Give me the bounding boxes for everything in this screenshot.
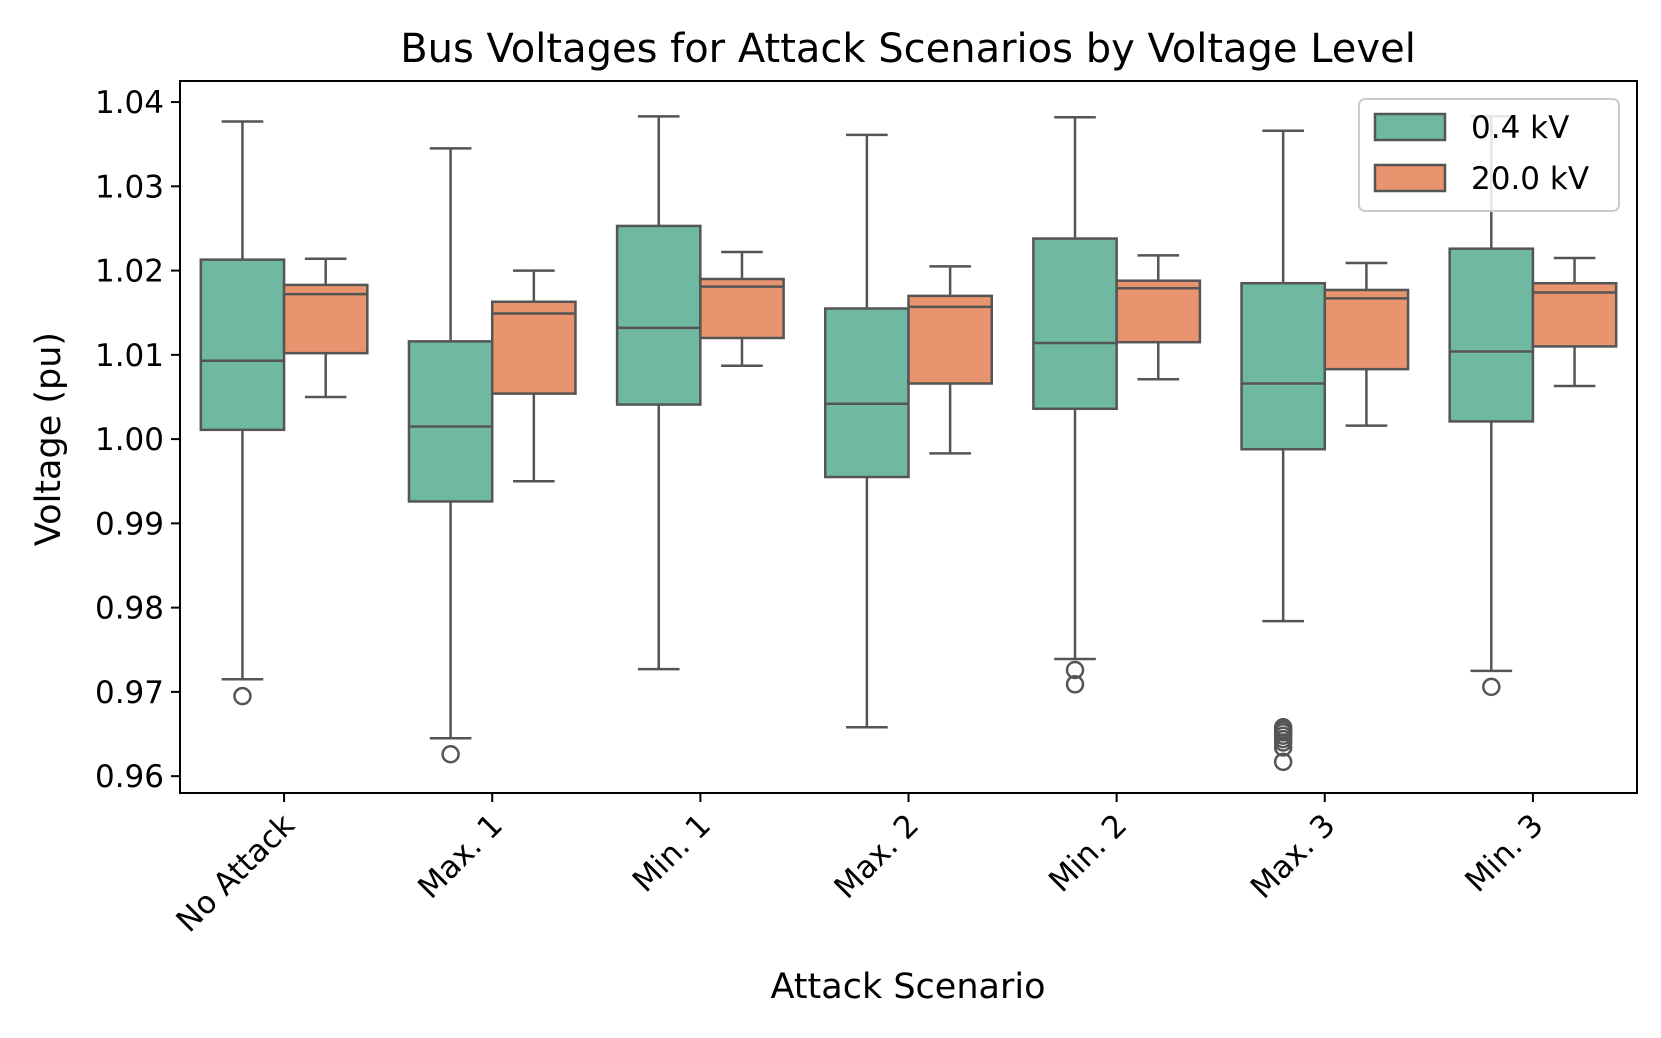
- outlier-point: [233, 686, 252, 706]
- box-1-1: [490, 269, 577, 483]
- box-body: [1531, 281, 1618, 348]
- box-0-1: [407, 147, 494, 764]
- box-body: [1448, 247, 1535, 423]
- chart-title: Bus Voltages for Attack Scenarios by Vol…: [400, 26, 1416, 72]
- box-body: [699, 277, 785, 340]
- x-tick-label: Max. 1: [411, 807, 510, 906]
- outlier-point: [1273, 733, 1293, 752]
- x-tick-label: Max. 3: [1244, 807, 1343, 906]
- box-1-0: [282, 257, 369, 399]
- outlier-point: [1065, 675, 1085, 694]
- box-0-3: [823, 133, 910, 729]
- box-body: [615, 224, 702, 406]
- box-body: [1115, 279, 1202, 344]
- x-tick-label: Max. 2: [827, 807, 926, 906]
- y-tick-label: 1.02: [95, 254, 164, 290]
- box-1-3: [907, 265, 994, 455]
- x-tick-label: Min. 2: [1042, 807, 1134, 899]
- box-1-6: [1531, 256, 1618, 388]
- y-tick-label: 0.98: [95, 591, 164, 627]
- x-tick-label: Min. 1: [626, 807, 718, 899]
- box-body: [282, 283, 369, 355]
- y-tick-label: 0.96: [95, 759, 164, 795]
- box-body: [1323, 288, 1410, 371]
- outlier-point: [1482, 677, 1501, 697]
- y-tick-label: 0.97: [95, 675, 164, 711]
- x-axis-label: Attack Scenario: [770, 967, 1045, 1007]
- x-tick-label: No Attack: [170, 807, 302, 939]
- box-0-4: [1032, 115, 1118, 694]
- box-1-2: [699, 250, 785, 368]
- y-tick-label: 1.04: [95, 85, 164, 121]
- box-0-5: [1240, 129, 1327, 772]
- box-0-0: [199, 120, 286, 706]
- legend-swatch: [1373, 163, 1447, 193]
- box-body: [907, 294, 994, 385]
- box-1-4: [1115, 254, 1202, 381]
- y-tick-label: 0.99: [95, 506, 164, 542]
- box-body: [1240, 281, 1327, 451]
- y-tick-label: 1.03: [95, 169, 164, 205]
- x-tick-label: Min. 3: [1458, 807, 1550, 899]
- box-0-2: [615, 115, 702, 671]
- legend: 0.4 kV 20.0 kV: [1358, 98, 1620, 212]
- legend-swatch: [1373, 112, 1447, 142]
- outlier-point: [1273, 738, 1293, 757]
- y-tick-label: 1.00: [95, 422, 164, 458]
- outlier-point: [1065, 660, 1085, 680]
- box-body: [199, 258, 286, 432]
- legend-label: 0.4 kV: [1471, 110, 1569, 146]
- box-body: [490, 300, 577, 395]
- outlier-point: [441, 744, 460, 764]
- box-1-5: [1323, 261, 1410, 427]
- y-axis-label: Voltage (pu): [29, 332, 69, 546]
- legend-label: 20.0 kV: [1471, 161, 1589, 197]
- y-tick-label: 1.01: [95, 338, 164, 374]
- box-body: [823, 307, 910, 479]
- box-body: [1032, 237, 1118, 411]
- outlier-point: [1273, 752, 1293, 772]
- box-body: [407, 340, 494, 503]
